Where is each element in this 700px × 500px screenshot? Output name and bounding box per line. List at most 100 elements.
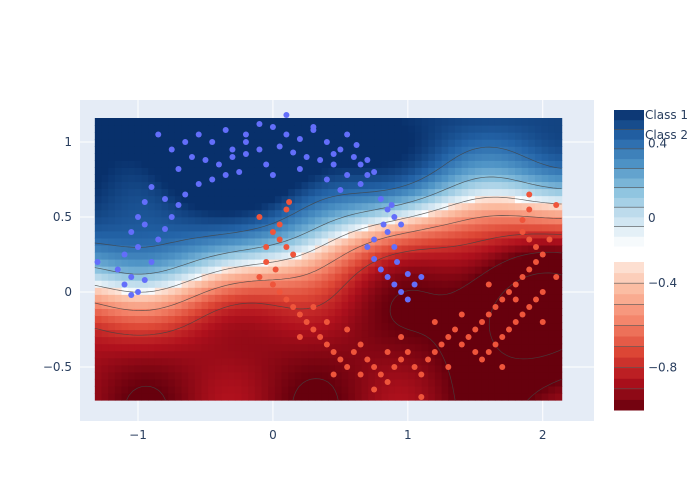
data-point[interactable] (168, 146, 175, 153)
data-point[interactable] (94, 259, 101, 265)
data-point[interactable] (357, 181, 364, 187)
data-point[interactable] (155, 236, 162, 243)
data-point[interactable] (526, 266, 533, 273)
data-point[interactable] (182, 139, 189, 145)
data-point[interactable] (290, 304, 297, 310)
data-point[interactable] (344, 131, 351, 138)
data-point[interactable] (222, 127, 229, 133)
data-point[interactable] (404, 271, 411, 277)
data-point[interactable] (377, 266, 384, 273)
data-point[interactable] (195, 181, 202, 187)
data-point[interactable] (404, 296, 411, 303)
data-point[interactable] (209, 176, 216, 183)
data-point[interactable] (384, 379, 391, 385)
data-point[interactable] (526, 304, 533, 310)
data-point[interactable] (380, 221, 387, 228)
data-point[interactable] (499, 364, 506, 370)
data-point[interactable] (404, 349, 411, 355)
data-point[interactable] (384, 229, 391, 235)
data-point[interactable] (276, 221, 283, 228)
data-point[interactable] (242, 139, 249, 145)
data-point[interactable] (384, 206, 391, 213)
data-point[interactable] (317, 334, 324, 340)
legend-entry-2[interactable]: Class 2 (645, 128, 688, 142)
data-point[interactable] (229, 146, 236, 153)
data-point[interactable] (411, 281, 418, 288)
data-point[interactable] (357, 341, 364, 348)
data-point[interactable] (296, 166, 303, 172)
data-point[interactable] (357, 161, 364, 168)
data-point[interactable] (303, 319, 310, 325)
data-point[interactable] (377, 196, 384, 202)
data-point[interactable] (310, 326, 317, 333)
data-point[interactable] (263, 244, 270, 250)
data-point[interactable] (465, 334, 472, 340)
data-point[interactable] (398, 356, 405, 363)
data-point[interactable] (398, 289, 405, 295)
data-point[interactable] (242, 131, 249, 138)
data-point[interactable] (148, 184, 155, 190)
data-point[interactable] (344, 364, 351, 370)
data-point[interactable] (418, 371, 425, 378)
data-point[interactable] (506, 326, 513, 333)
data-point[interactable] (512, 281, 519, 288)
data-point[interactable] (472, 326, 479, 333)
data-point[interactable] (425, 356, 432, 363)
data-point[interactable] (384, 349, 391, 355)
data-point[interactable] (283, 131, 290, 138)
data-point[interactable] (215, 161, 222, 168)
data-point[interactable] (532, 296, 539, 303)
data-point[interactable] (276, 236, 283, 243)
data-point[interactable] (236, 169, 243, 175)
data-point[interactable] (269, 124, 276, 130)
data-point[interactable] (337, 187, 344, 193)
data-point[interactable] (539, 289, 546, 295)
data-point[interactable] (256, 146, 263, 153)
data-point[interactable] (269, 172, 276, 178)
data-point[interactable] (323, 139, 330, 145)
data-point[interactable] (344, 172, 351, 178)
data-point[interactable] (263, 161, 270, 168)
data-point[interactable] (141, 277, 148, 283)
data-point[interactable] (161, 196, 168, 202)
data-point[interactable] (371, 364, 378, 370)
data-point[interactable] (141, 199, 148, 205)
data-point[interactable] (553, 202, 560, 208)
data-point[interactable] (229, 154, 236, 160)
data-point[interactable] (209, 139, 216, 145)
data-point[interactable] (485, 349, 492, 355)
data-point[interactable] (394, 259, 401, 265)
data-point[interactable] (175, 202, 182, 208)
data-point[interactable] (128, 229, 135, 235)
data-point[interactable] (256, 274, 263, 280)
data-point[interactable] (532, 259, 539, 265)
data-point[interactable] (526, 236, 533, 243)
data-point[interactable] (276, 143, 283, 150)
data-point[interactable] (384, 274, 391, 280)
data-point[interactable] (519, 311, 526, 318)
data-point[interactable] (188, 154, 195, 160)
data-point[interactable] (411, 364, 418, 370)
data-point[interactable] (519, 274, 526, 280)
data-point[interactable] (283, 244, 290, 250)
data-point[interactable] (371, 236, 378, 243)
data-point[interactable] (364, 244, 371, 250)
data-point[interactable] (445, 364, 452, 370)
data-point[interactable] (296, 136, 303, 142)
data-point[interactable] (452, 326, 459, 333)
data-point[interactable] (350, 154, 357, 160)
data-point[interactable] (290, 149, 297, 156)
data-point[interactable] (135, 244, 142, 250)
data-point[interactable] (485, 281, 492, 288)
data-point[interactable] (303, 154, 310, 160)
data-point[interactable] (128, 274, 135, 280)
data-point[interactable] (310, 304, 317, 310)
data-point[interactable] (286, 199, 293, 205)
data-point[interactable] (391, 244, 398, 250)
data-point[interactable] (242, 151, 249, 157)
data-point[interactable] (168, 214, 175, 220)
data-point[interactable] (296, 334, 303, 340)
data-point[interactable] (148, 259, 155, 265)
data-point[interactable] (391, 281, 398, 288)
